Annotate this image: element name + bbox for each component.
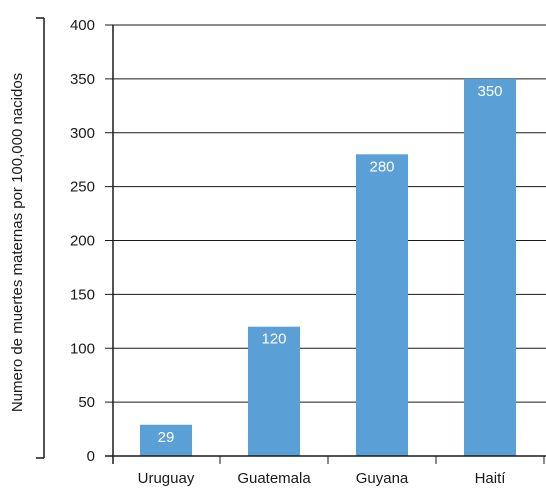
- bar-guatemala: [248, 326, 300, 456]
- bars: [140, 78, 516, 457]
- bar-guyana: [356, 154, 408, 457]
- y-axis-ticks: 0 50 100 150 200 250 300 350 400: [70, 17, 95, 465]
- y-tick-label: 0: [87, 448, 95, 465]
- x-category-label: Guyana: [356, 470, 409, 487]
- y-tick-label: 200: [70, 233, 95, 250]
- x-category-label: Guatemala: [237, 470, 311, 487]
- y-tick-label: 300: [70, 125, 95, 142]
- y-tick-label: 100: [70, 340, 95, 357]
- y-tick-label: 350: [70, 71, 95, 88]
- bar-value-label: 120: [261, 331, 286, 348]
- bar-uruguay: [140, 424, 192, 456]
- gridlines: [105, 24, 546, 403]
- x-category-label: Uruguay: [138, 470, 195, 487]
- y-tick-label: 250: [70, 179, 95, 196]
- bar-haití: [464, 78, 516, 456]
- x-axis-categories: Uruguay Guatemala Guyana Haití: [138, 470, 507, 487]
- bar-value-labels: 29 120 280 350: [158, 83, 503, 446]
- y-axis-title: Numero de muertes maternas por 100,000 n…: [9, 73, 26, 412]
- y-tick-label: 150: [70, 286, 95, 303]
- y-tick-label: 50: [78, 394, 95, 411]
- bar-value-label: 29: [158, 429, 175, 446]
- axes: [36, 17, 546, 464]
- bar-value-label: 350: [477, 83, 502, 100]
- y-tick-label: 400: [70, 17, 95, 34]
- bar-value-label: 280: [369, 158, 394, 175]
- x-category-label: Haití: [475, 470, 507, 487]
